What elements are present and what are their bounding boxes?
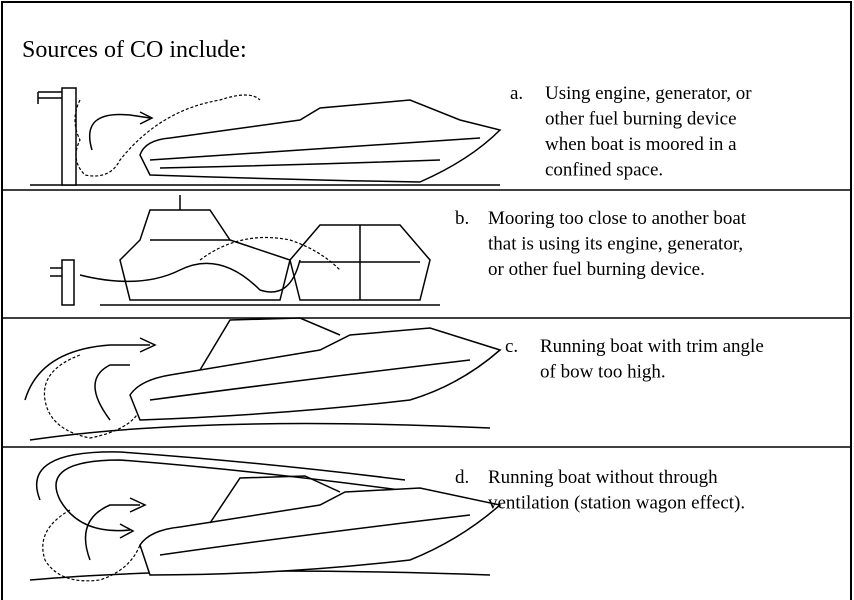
item-text-line: Using engine, generator, or <box>545 83 752 104</box>
item-text-line: of bow too high. <box>540 362 666 383</box>
item-letter: d. <box>455 467 469 488</box>
item-text-line: that is using its engine, generator, <box>488 234 743 255</box>
descriptions: a. Using engine, generator, or other fuel … <box>455 83 764 514</box>
illustration-b <box>50 195 440 305</box>
item-text-line: Mooring too close to another boat <box>488 208 747 229</box>
item-text-line: ventilation (station wagon effect). <box>488 493 745 514</box>
item-text-line: or other fuel burning device. <box>488 259 705 280</box>
item-text-line: Running boat with trim angle <box>540 336 764 357</box>
illustration-c <box>25 318 500 440</box>
item-letter: a. <box>510 83 523 104</box>
item-text-line: confined space. <box>545 160 663 181</box>
illustration-a <box>30 88 500 185</box>
document: Sources of CO include: <box>0 0 854 600</box>
title: Sources of CO include: <box>22 37 247 63</box>
item-text-line: when boat is moored in a <box>545 134 737 155</box>
item-text-line: other fuel burning device <box>545 109 737 130</box>
item-letter: b. <box>455 208 469 229</box>
item-text-line: Running boat without through <box>488 467 718 488</box>
illustration-d <box>30 452 500 581</box>
item-letter: c. <box>505 336 518 357</box>
